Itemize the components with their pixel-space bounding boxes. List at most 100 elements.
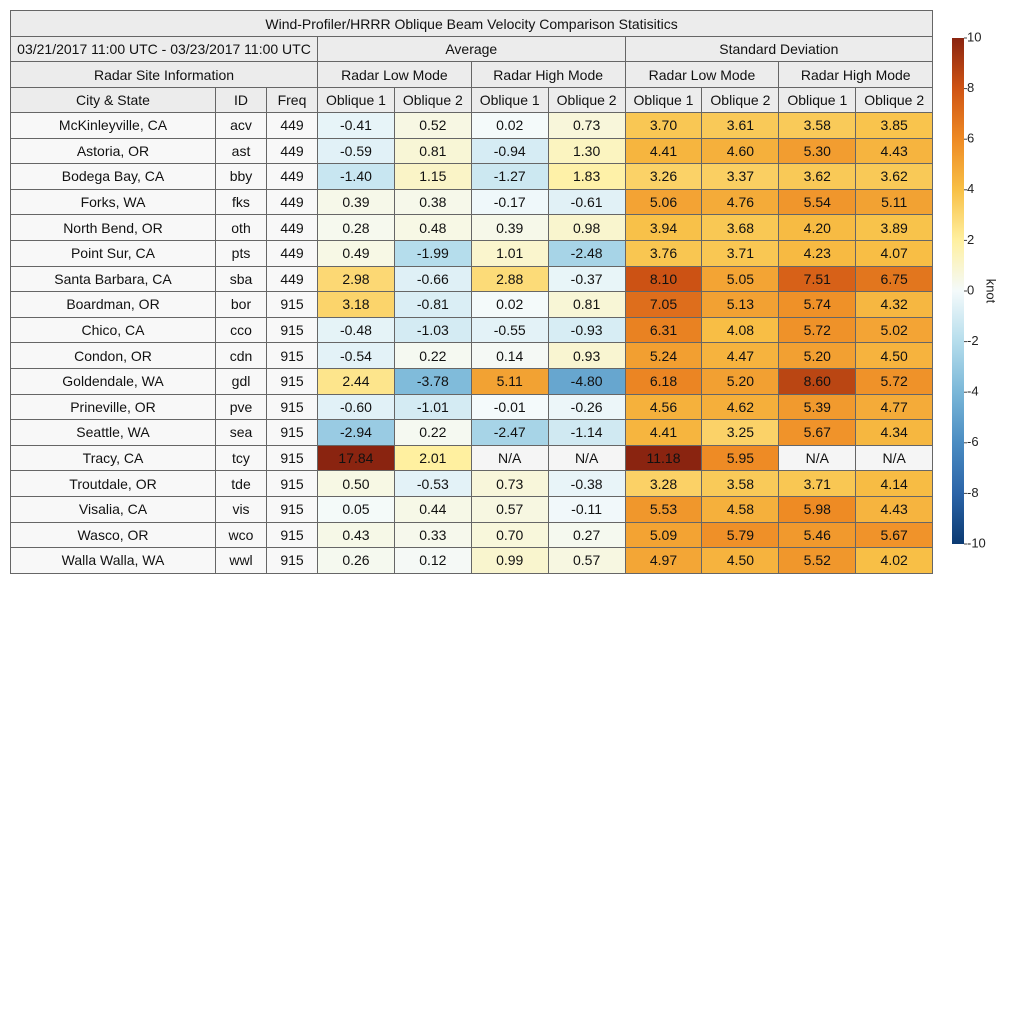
value-cell: 0.14 — [470, 342, 549, 369]
column-header: Oblique 2 — [393, 87, 472, 113]
colorbar-tick-label: 2 — [967, 232, 974, 247]
site-cell: McKinleyville, CA — [10, 112, 216, 139]
value-cell: 2.44 — [317, 367, 395, 395]
value-cell: 5.20 — [701, 367, 780, 395]
site-cell: 449 — [266, 137, 318, 165]
value-cell: -0.53 — [393, 470, 472, 497]
colorbar-gradient — [952, 38, 964, 544]
value-cell: 5.11 — [855, 188, 934, 216]
value-cell: 0.73 — [470, 470, 549, 497]
value-cell: -0.17 — [470, 188, 549, 216]
value-cell: 5.06 — [624, 188, 703, 216]
value-cell: 4.43 — [855, 137, 934, 165]
site-cell: fks — [215, 188, 267, 216]
value-cell: 5.67 — [778, 419, 857, 446]
value-cell: 3.85 — [855, 112, 934, 139]
value-cell: -0.59 — [317, 137, 395, 165]
value-cell: 0.44 — [393, 495, 472, 523]
value-cell: 0.27 — [547, 521, 626, 549]
mode-header: Radar High Mode — [778, 61, 934, 88]
column-header: Freq — [266, 87, 318, 113]
site-cell: Wasco, OR — [10, 521, 216, 549]
value-cell: -3.78 — [393, 367, 472, 395]
value-cell: N/A — [855, 444, 934, 472]
value-cell: 0.99 — [470, 547, 549, 574]
value-cell: 0.22 — [393, 342, 472, 369]
value-cell: 8.10 — [624, 265, 703, 293]
period: 03/21/2017 11:00 UTC - 03/23/2017 11:00 … — [10, 36, 318, 62]
value-cell: 0.98 — [547, 214, 626, 241]
value-cell: -0.01 — [470, 393, 549, 421]
table-row: Wind-Profiler/HRRR Oblique Beam Velocity… — [9, 10, 934, 37]
value-cell: -1.03 — [393, 316, 472, 344]
value-cell: -0.93 — [547, 316, 626, 344]
value-cell: 3.76 — [624, 239, 703, 267]
value-cell: 5.46 — [778, 521, 857, 549]
site-cell: 915 — [266, 495, 318, 523]
table-row: Seattle, WA sea 915 -2.94 0.22 -2.47 -1.14 4.41… — [10, 419, 934, 446]
site-cell: cdn — [215, 342, 267, 369]
colorbar-tick-label: 6 — [967, 131, 974, 146]
value-cell: 3.71 — [778, 470, 857, 497]
value-cell: 5.72 — [855, 367, 934, 395]
value-cell: 0.70 — [470, 521, 549, 549]
value-cell: 3.37 — [701, 163, 780, 190]
value-cell: 3.70 — [624, 112, 703, 139]
group-header: Average — [317, 36, 626, 62]
value-cell: -0.11 — [547, 495, 626, 523]
value-cell: -4.80 — [547, 367, 626, 395]
value-cell: 0.26 — [317, 547, 395, 574]
table-row: Astoria, OR ast 449 -0.59 0.81 -0.94 1.30 4.41 4… — [10, 137, 934, 165]
mode-header: Radar Low Mode — [624, 61, 780, 88]
mode-header: Radar Low Mode — [317, 61, 472, 88]
value-cell: 1.30 — [547, 137, 626, 165]
value-cell: 1.01 — [470, 239, 549, 267]
site-cell: vis — [215, 495, 267, 523]
value-cell: 0.02 — [470, 112, 549, 139]
value-cell: 4.50 — [855, 342, 934, 369]
value-cell: -1.27 — [470, 163, 549, 190]
value-cell: -0.26 — [547, 393, 626, 421]
colorbar: knot -10 -8 -6 -4 -2 0 2 4 6 8 10 — [952, 30, 999, 550]
value-cell: 4.97 — [624, 547, 703, 574]
site-cell: Chico, CA — [10, 316, 216, 344]
value-cell: 5.09 — [624, 521, 703, 549]
value-cell: 3.18 — [317, 291, 395, 318]
site-cell: Point Sur, CA — [10, 239, 216, 267]
value-cell: 5.20 — [778, 342, 857, 369]
table-row: Tracy, CA tcy 915 17.84 2.01 N/A N/A 11.18 5.95 N… — [10, 444, 934, 472]
column-header: Oblique 2 — [701, 87, 780, 113]
site-cell: sea — [215, 419, 267, 446]
column-header: Oblique 1 — [470, 87, 549, 113]
value-cell: -0.55 — [470, 316, 549, 344]
value-cell: 4.41 — [624, 137, 703, 165]
table-row: Wasco, OR wco 915 0.43 0.33 0.70 0.27 5.09 5.79 5… — [10, 521, 934, 549]
value-cell: 0.12 — [393, 547, 472, 574]
table-row: Forks, WA fks 449 0.39 0.38 -0.17 -0.61 5.06 4.7… — [10, 188, 934, 216]
value-cell: 3.26 — [624, 163, 703, 190]
colorbar-tick-label: 10 — [967, 30, 981, 44]
site-cell: 449 — [266, 188, 318, 216]
colorbar-tick-label: -4 — [967, 384, 979, 399]
value-cell: 5.53 — [624, 495, 703, 523]
site-cell: Tracy, CA — [10, 444, 216, 472]
value-cell: -0.94 — [470, 137, 549, 165]
value-cell: 0.50 — [317, 470, 395, 497]
value-cell: 4.77 — [855, 393, 934, 421]
table-row: Chico, CA cco 915 -0.48 -1.03 -0.55 -0.93 6.31 4… — [10, 316, 934, 344]
table-row: Bodega Bay, CA bby 449 -1.40 1.15 -1.27 1.83 3.… — [10, 163, 934, 190]
table-row: Santa Barbara, CA sba 449 2.98 -0.66 2.88 -0.3… — [10, 265, 934, 293]
value-cell: 3.25 — [701, 419, 780, 446]
value-cell: -0.61 — [547, 188, 626, 216]
value-cell: 0.93 — [547, 342, 626, 369]
site-cell: pts — [215, 239, 267, 267]
value-cell: 3.58 — [778, 112, 857, 139]
value-cell: 5.24 — [624, 342, 703, 369]
group-header: Standard Deviation — [624, 36, 934, 62]
value-cell: N/A — [778, 444, 857, 472]
site-cell: tcy — [215, 444, 267, 472]
table-row: Goldendale, WA gdl 915 2.44 -3.78 5.11 -4.80 6.… — [10, 367, 934, 395]
site-cell: 915 — [266, 470, 318, 497]
value-cell: 4.23 — [778, 239, 857, 267]
site-cell: Seattle, WA — [10, 419, 216, 446]
